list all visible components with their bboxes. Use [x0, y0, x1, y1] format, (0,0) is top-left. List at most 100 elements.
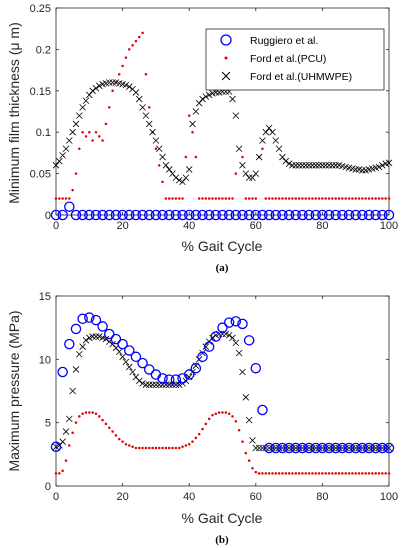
data-point-pcu [284, 197, 288, 200]
data-point-pcu [88, 411, 91, 414]
data-point-pcu [287, 197, 291, 200]
x-tick-label: 0 [53, 220, 59, 232]
data-point-ruggiero [77, 313, 88, 325]
panel-b-max-pressure: 0 20 40 60 80 100 0 5 10 15 % Gait Cycle Maximum … [6, 291, 398, 546]
data-point-pcu [201, 427, 204, 431]
data-point-ruggiero [64, 201, 75, 212]
data-point-uhmwpe [262, 128, 270, 136]
data-point-ruggiero [337, 442, 348, 454]
data-point-uhmwpe [322, 444, 330, 452]
data-point-uhmwpe [149, 381, 156, 388]
data-point-pcu [351, 472, 354, 475]
data-point-uhmwpe [279, 153, 286, 161]
data-point-ruggiero [383, 209, 395, 221]
data-point-ruggiero [230, 316, 242, 327]
data-point-pcu [374, 472, 377, 475]
data-point-ruggiero [124, 209, 135, 221]
data-point-uhmwpe [135, 95, 143, 103]
y-tick-label: 10 [39, 354, 51, 366]
legend-label-uhmwpe: Ford et al.(UHMWPE) [250, 71, 352, 83]
data-point-uhmwpe [322, 162, 330, 169]
x-tick-label: 100 [380, 491, 398, 503]
data-point-pcu [311, 472, 314, 475]
data-point-pcu [261, 147, 264, 151]
data-point-ruggiero [50, 441, 62, 452]
data-point-pcu [277, 472, 281, 475]
data-point-pcu [141, 446, 144, 450]
data-point-uhmwpe [122, 358, 130, 366]
data-point-pcu [367, 472, 371, 475]
y-tick-label: 0 [45, 481, 51, 493]
x-tick-label: 80 [316, 220, 328, 232]
data-point-pcu [247, 197, 251, 200]
panel-sublabel: (a) [216, 262, 229, 274]
data-point-uhmwpe [299, 162, 306, 169]
data-point-ruggiero [277, 442, 288, 454]
plot-area-frame [55, 295, 390, 487]
data-point-uhmwpe [295, 444, 303, 452]
data-point-ruggiero [137, 209, 148, 221]
data-point-ruggiero [350, 442, 361, 454]
data-point-uhmwpe [135, 377, 143, 385]
data-point-uhmwpe [96, 82, 103, 90]
data-point-uhmwpe [82, 337, 90, 344]
data-point-ruggiero [170, 374, 182, 385]
data-point-pcu [94, 412, 98, 416]
data-point-pcu [377, 472, 381, 475]
data-point-ruggiero [290, 442, 302, 454]
data-point-uhmwpe [142, 381, 150, 388]
data-point-uhmwpe [282, 444, 290, 452]
data-point-uhmwpe [202, 93, 210, 100]
data-point-ruggiero [97, 209, 108, 221]
axis-ticks: 0 20 40 60 80 100 0 5 10 15 [39, 291, 398, 503]
data-point-pcu [261, 472, 264, 475]
data-point-ruggiero [217, 209, 228, 221]
data-point-pcu [257, 472, 261, 475]
data-point-ruggiero [190, 362, 202, 374]
data-point-ruggiero [237, 318, 248, 330]
data-point-pcu [354, 197, 357, 200]
data-point-pcu [108, 426, 111, 429]
data-point-ruggiero [363, 442, 375, 454]
data-point-pcu [81, 130, 84, 134]
x-tick-label: 20 [116, 491, 128, 503]
data-point-uhmwpe [109, 79, 116, 86]
data-point-ruggiero [57, 366, 68, 378]
data-point-pcu [317, 197, 321, 200]
data-point-ruggiero [317, 442, 328, 454]
data-point-uhmwpe [199, 349, 206, 357]
data-point-pcu [217, 197, 221, 200]
data-point-pcu [291, 472, 294, 475]
data-point-pcu [367, 197, 371, 200]
data-point-uhmwpe [119, 353, 126, 361]
data-point-ruggiero [104, 209, 115, 221]
data-point-pcu [101, 139, 104, 142]
data-point-uhmwpe [152, 137, 160, 144]
data-point-pcu [98, 415, 101, 418]
data-point-pcu [94, 130, 98, 134]
data-point-pcu [357, 472, 361, 475]
legend-marker-pcu [224, 56, 228, 60]
data-point-ruggiero [143, 209, 155, 221]
data-point-pcu [74, 421, 78, 424]
data-point-uhmwpe [52, 162, 60, 169]
data-point-ruggiero [130, 351, 142, 363]
data-point-pcu [231, 197, 234, 200]
data-point-pcu [167, 446, 171, 450]
data-point-ruggiero [157, 209, 168, 221]
data-point-pcu [174, 197, 178, 200]
data-point-pcu [381, 472, 384, 475]
data-point-ruggiero [163, 209, 175, 221]
data-point-uhmwpe [225, 331, 233, 339]
data-point-uhmwpe [282, 157, 290, 165]
data-point-uhmwpe [302, 162, 310, 169]
data-point-ruggiero [84, 209, 95, 221]
data-point-pcu [381, 197, 384, 200]
data-point-uhmwpe [96, 333, 103, 340]
data-point-uhmwpe [382, 444, 389, 452]
data-point-pcu [254, 197, 258, 200]
data-point-ruggiero [97, 321, 108, 332]
data-point-uhmwpe [62, 145, 70, 153]
data-point-uhmwpe [92, 85, 100, 92]
data-point-pcu [128, 444, 131, 447]
